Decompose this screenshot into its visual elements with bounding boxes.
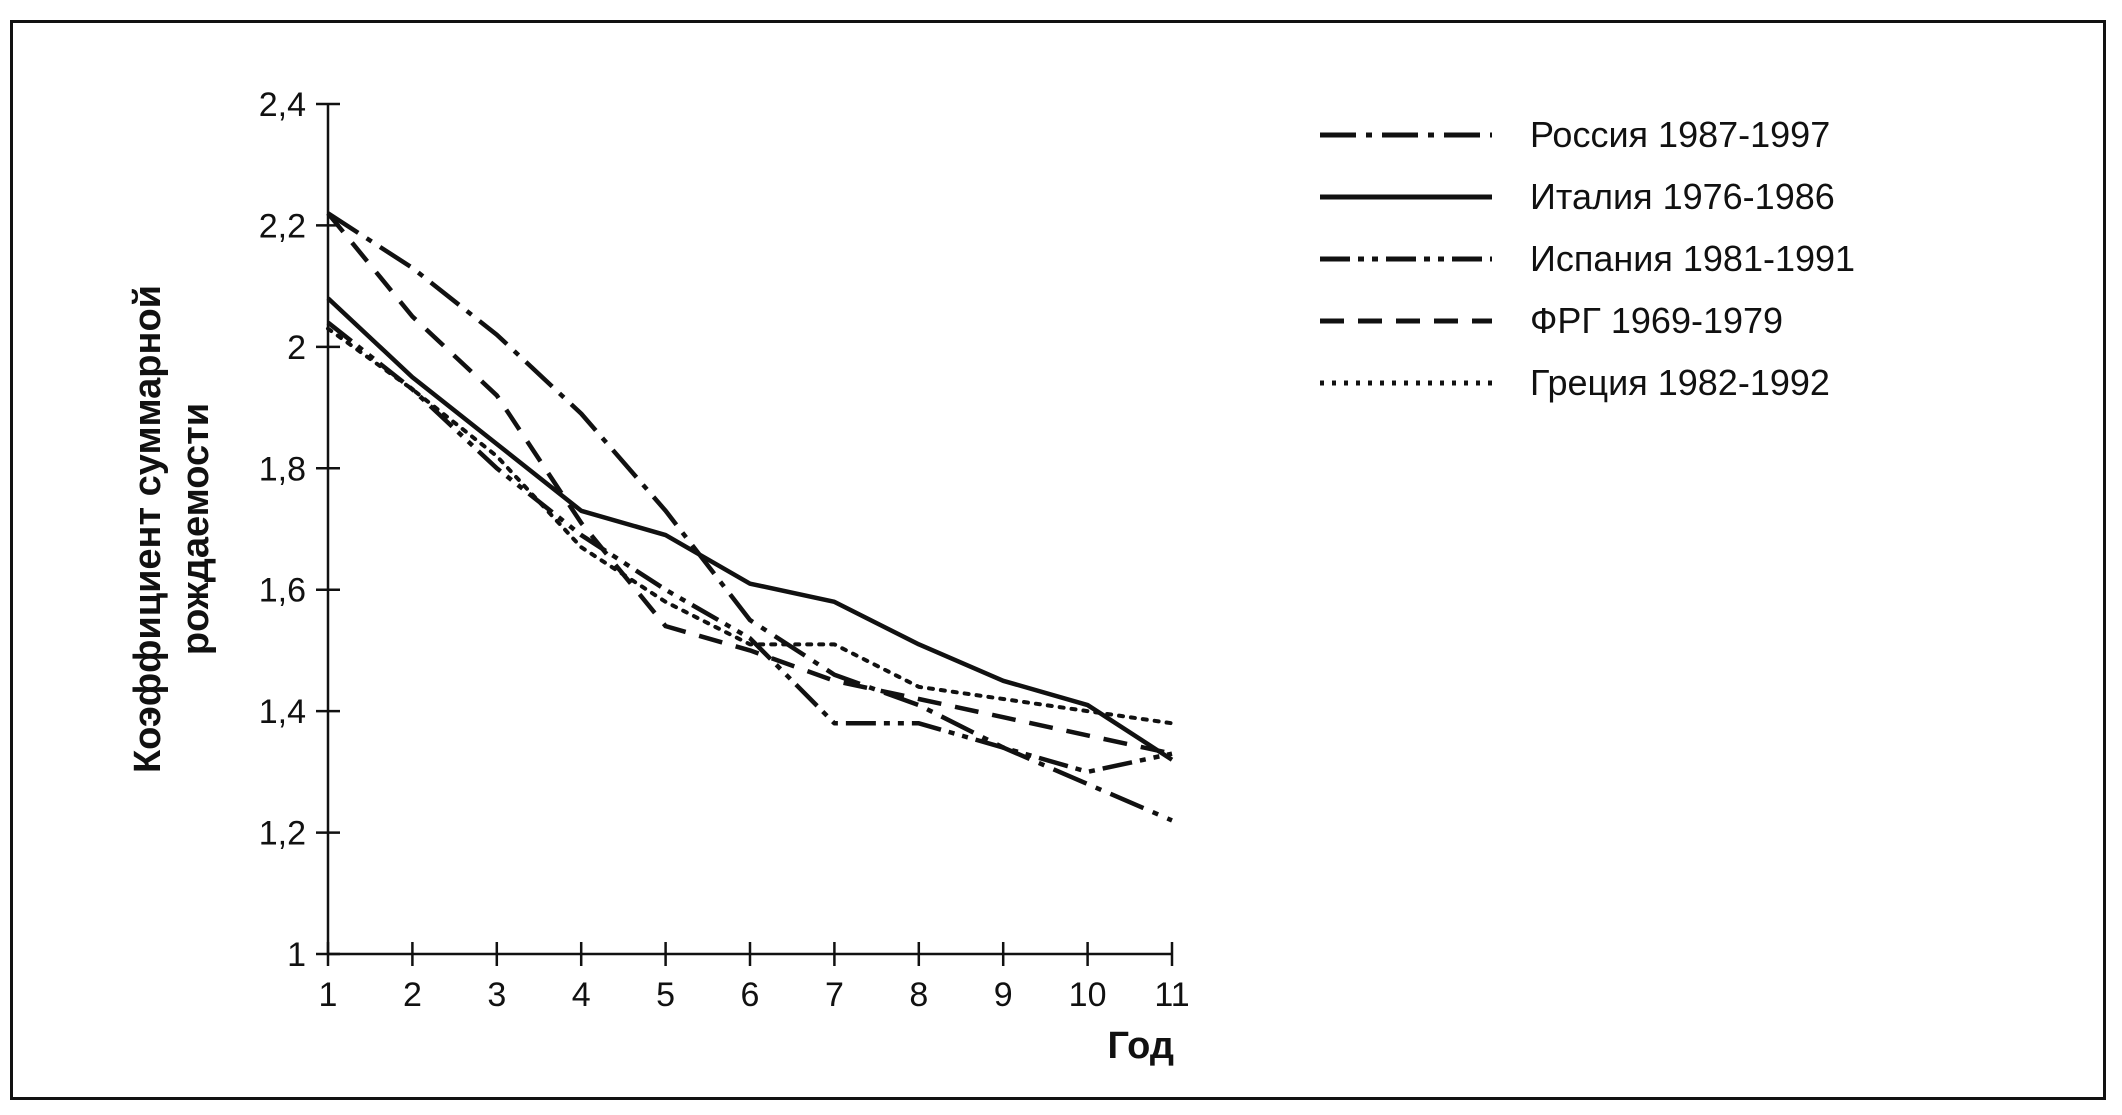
- figure-frame: [10, 20, 2106, 1100]
- x-tick-label: 2: [403, 976, 422, 1014]
- y-tick-label: 1: [287, 936, 306, 974]
- x-tick-label: 3: [487, 976, 506, 1014]
- x-tick-label: 11: [1154, 976, 1189, 1014]
- series-line: [326, 296, 1174, 762]
- x-tick-label: 7: [825, 976, 844, 1014]
- series-line: [326, 326, 1174, 726]
- x-tick-label: 8: [909, 976, 928, 1014]
- legend-label: Россия 1987-1997: [1530, 114, 1830, 155]
- x-axis-label: Год: [1108, 1025, 1174, 1067]
- y-tick-label: 2,4: [259, 86, 306, 124]
- y-axis-label-line: рождаемости: [175, 403, 217, 655]
- y-tick-label: 1,6: [259, 572, 306, 610]
- y-tick-label: 1,2: [259, 815, 306, 853]
- legend-label: Греция 1982-1992: [1530, 362, 1830, 403]
- x-tick-label: 9: [994, 976, 1013, 1014]
- y-tick-label: 1,8: [259, 450, 306, 488]
- legend-label: Испания 1981-1991: [1530, 238, 1855, 279]
- legend-label: Италия 1976-1986: [1530, 176, 1835, 217]
- series-line: [326, 320, 1173, 775]
- x-tick-label: 10: [1069, 976, 1107, 1014]
- y-tick-label: 1,4: [259, 693, 306, 731]
- y-axis-label: Коэффициент суммарной рождаемости: [127, 285, 217, 773]
- series-line: [326, 211, 1173, 756]
- y-axis-label-line: Коэффициент суммарной: [127, 285, 169, 773]
- x-tick-label: 6: [741, 976, 760, 1014]
- x-tick-label: 5: [656, 976, 675, 1014]
- y-tick-label: 2: [287, 329, 306, 367]
- series-line: [326, 211, 1173, 823]
- x-tick-label: 1: [319, 976, 338, 1014]
- x-tick-label: 4: [572, 976, 591, 1014]
- y-tick-label: 2,2: [259, 207, 306, 245]
- legend-label: ФРГ 1969-1979: [1530, 300, 1783, 341]
